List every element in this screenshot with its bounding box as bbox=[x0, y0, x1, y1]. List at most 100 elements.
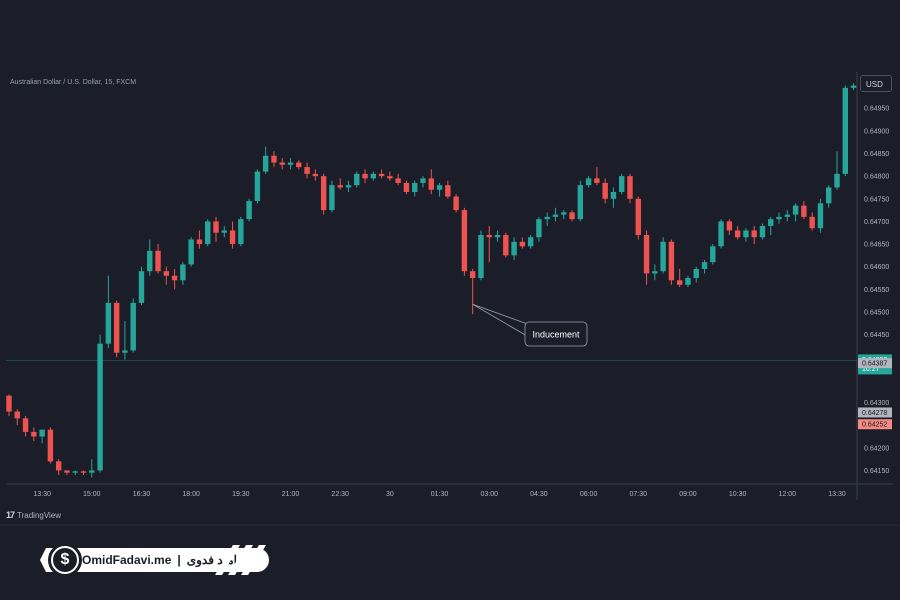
candle-bull[interactable] bbox=[685, 278, 691, 285]
candle-bear[interactable] bbox=[635, 198, 641, 235]
candle-bear[interactable] bbox=[80, 471, 87, 473]
candle-bull[interactable] bbox=[850, 85, 857, 88]
candle-bear[interactable] bbox=[809, 216, 815, 229]
candle-bear[interactable] bbox=[31, 431, 37, 437]
candle-bull[interactable] bbox=[710, 246, 716, 263]
candle-bull[interactable] bbox=[585, 178, 592, 186]
candle-bear[interactable] bbox=[47, 429, 54, 462]
candle-bear[interactable] bbox=[171, 275, 178, 281]
candle-bull[interactable] bbox=[536, 219, 542, 238]
candle-bull[interactable] bbox=[494, 234, 501, 238]
candle-bear[interactable] bbox=[569, 212, 575, 220]
candle-bull[interactable] bbox=[834, 173, 840, 188]
candle-bear[interactable] bbox=[734, 230, 741, 238]
candle-bull[interactable] bbox=[97, 343, 103, 471]
candle-bull[interactable] bbox=[478, 234, 484, 278]
candle-bear[interactable] bbox=[643, 234, 650, 274]
candle-bull[interactable] bbox=[138, 271, 145, 303]
candle-bear[interactable] bbox=[445, 185, 451, 197]
candle-bull[interactable] bbox=[221, 230, 227, 233]
annotation-box[interactable] bbox=[524, 321, 588, 347]
candle-bull[interactable] bbox=[701, 262, 708, 269]
candle-bull[interactable] bbox=[577, 185, 584, 220]
candle-bear[interactable] bbox=[453, 196, 459, 211]
candle-bear[interactable] bbox=[271, 155, 277, 163]
candle-bear[interactable] bbox=[337, 185, 343, 188]
candle-bear[interactable] bbox=[229, 230, 236, 245]
candle-bull[interactable] bbox=[287, 162, 294, 165]
candle-bull[interactable] bbox=[511, 241, 517, 256]
candle-bull[interactable] bbox=[842, 87, 848, 174]
candle-bull[interactable] bbox=[784, 214, 791, 217]
candle-bull[interactable] bbox=[743, 230, 749, 238]
candle-bear[interactable] bbox=[378, 173, 385, 177]
candle-bull[interactable] bbox=[370, 173, 377, 179]
candle-bull[interactable] bbox=[130, 302, 136, 351]
candle-bear[interactable] bbox=[469, 271, 476, 278]
candle-bull[interactable] bbox=[39, 429, 45, 437]
candle-bull[interactable] bbox=[147, 250, 153, 272]
candle-bear[interactable] bbox=[55, 461, 62, 471]
candle-bear[interactable] bbox=[519, 241, 526, 247]
candle-bear[interactable] bbox=[594, 178, 600, 183]
candle-bull[interactable] bbox=[180, 264, 186, 281]
candle-bear[interactable] bbox=[14, 411, 20, 419]
candle-bull[interactable] bbox=[89, 470, 95, 473]
candle-bull[interactable] bbox=[262, 155, 269, 172]
candle-bull[interactable] bbox=[345, 185, 352, 188]
candle-bear[interactable] bbox=[403, 182, 410, 192]
candle-bear[interactable] bbox=[155, 250, 161, 272]
candle-bear[interactable] bbox=[362, 173, 368, 179]
candle-bear[interactable] bbox=[312, 173, 319, 177]
candle-bull[interactable] bbox=[552, 214, 559, 217]
candle-bear[interactable] bbox=[196, 239, 203, 245]
currency-button[interactable]: USD bbox=[860, 75, 892, 92]
candle-bull[interactable] bbox=[817, 203, 824, 229]
candle-bear[interactable] bbox=[801, 205, 807, 217]
candle-bull[interactable] bbox=[792, 205, 799, 215]
candle-bear[interactable] bbox=[461, 210, 468, 272]
candle-bull[interactable] bbox=[768, 219, 774, 226]
candle-bull[interactable] bbox=[105, 302, 112, 344]
plot-area[interactable] bbox=[6, 72, 857, 484]
candle-bear[interactable] bbox=[320, 176, 327, 211]
candle-bear[interactable] bbox=[751, 230, 757, 238]
candle-bull[interactable] bbox=[718, 221, 724, 247]
candle-bear[interactable] bbox=[304, 167, 310, 174]
candle-bear[interactable] bbox=[387, 176, 393, 179]
candle-bull[interactable] bbox=[72, 471, 78, 473]
candle-bull[interactable] bbox=[246, 201, 252, 220]
candle-bear[interactable] bbox=[22, 418, 29, 432]
candle-bear[interactable] bbox=[627, 176, 633, 199]
candle-bear[interactable] bbox=[213, 221, 219, 233]
candle-bull[interactable] bbox=[412, 182, 418, 192]
candle-bull[interactable] bbox=[329, 185, 335, 211]
candle-bull[interactable] bbox=[652, 271, 658, 274]
candle-bull[interactable] bbox=[619, 176, 625, 192]
candle-bull[interactable] bbox=[527, 237, 534, 247]
candle-bull[interactable] bbox=[561, 212, 567, 215]
candle-bear[interactable] bbox=[163, 271, 170, 276]
candle-bear[interactable] bbox=[279, 162, 285, 165]
candle-bear[interactable] bbox=[668, 241, 675, 281]
candle-bull[interactable] bbox=[610, 191, 617, 199]
candle-bull[interactable] bbox=[420, 178, 426, 183]
candle-bull[interactable] bbox=[826, 187, 832, 204]
candle-bear[interactable] bbox=[296, 162, 302, 168]
candle-bear[interactable] bbox=[395, 178, 401, 183]
candle-bull[interactable] bbox=[759, 225, 766, 238]
candle-bull[interactable] bbox=[436, 185, 443, 190]
candle-bull[interactable] bbox=[122, 350, 128, 353]
candle-bull[interactable] bbox=[354, 173, 360, 186]
candle-bear[interactable] bbox=[64, 470, 70, 473]
candle-bull[interactable] bbox=[776, 216, 782, 220]
candle-bear[interactable] bbox=[6, 395, 12, 412]
candle-bull[interactable] bbox=[238, 219, 244, 245]
candle-bull[interactable] bbox=[205, 221, 211, 245]
candle-bear[interactable] bbox=[486, 234, 492, 238]
candle-bear[interactable] bbox=[602, 182, 608, 199]
candle-bear[interactable] bbox=[113, 302, 120, 353]
candle-bull[interactable] bbox=[544, 216, 550, 220]
candle-bull[interactable] bbox=[693, 268, 699, 278]
